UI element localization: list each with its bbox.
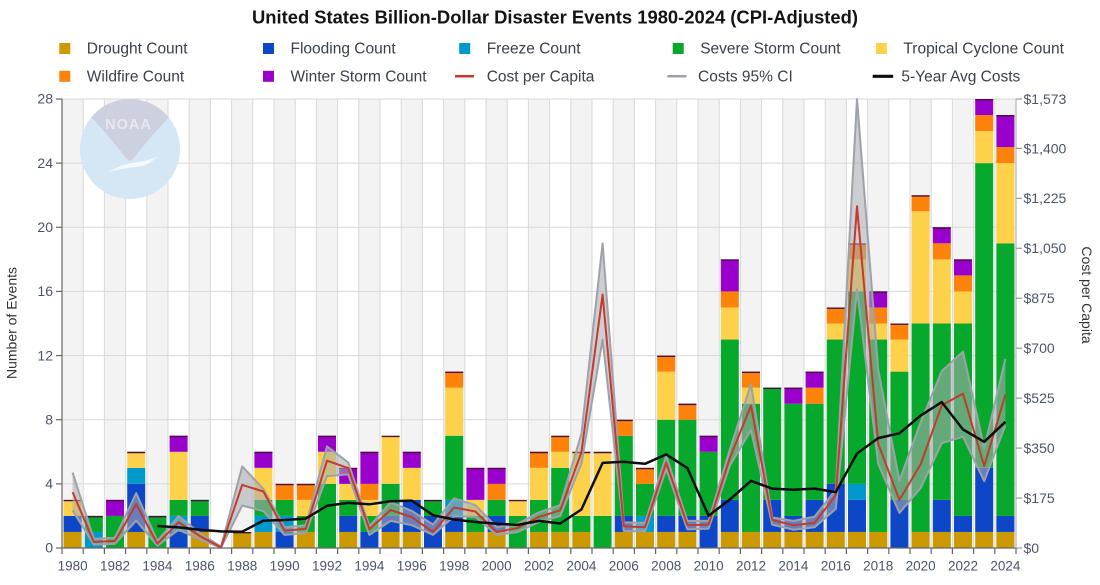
svg-text:Cost per Capita: Cost per Capita: [1079, 246, 1095, 343]
svg-text:2008: 2008: [651, 559, 681, 574]
svg-text:Flooding Count: Flooding Count: [291, 41, 397, 58]
svg-text:1988: 1988: [227, 559, 257, 574]
svg-text:2020: 2020: [906, 559, 936, 574]
svg-text:2002: 2002: [524, 559, 554, 574]
svg-text:2012: 2012: [736, 559, 766, 574]
svg-text:$525: $525: [1024, 390, 1055, 406]
svg-text:2004: 2004: [566, 559, 597, 574]
svg-text:1986: 1986: [185, 559, 215, 574]
svg-text:$1,573: $1,573: [1024, 91, 1067, 107]
svg-text:2014: 2014: [778, 559, 809, 574]
svg-text:1980: 1980: [58, 559, 88, 574]
svg-text:1994: 1994: [354, 559, 385, 574]
svg-text:5-Year Avg Costs: 5-Year Avg Costs: [901, 68, 1020, 85]
svg-text:20: 20: [37, 219, 53, 235]
svg-text:4: 4: [45, 476, 53, 492]
svg-text:Winter Storm Count: Winter Storm Count: [291, 68, 428, 85]
svg-text:$1,225: $1,225: [1024, 190, 1067, 206]
svg-text:Freeze Count: Freeze Count: [487, 41, 582, 58]
svg-text:Severe Storm Count: Severe Storm Count: [700, 41, 841, 58]
svg-text:Number of Events: Number of Events: [4, 267, 20, 379]
svg-text:1998: 1998: [439, 559, 469, 574]
svg-text:Drought Count: Drought Count: [87, 41, 189, 58]
svg-text:$875: $875: [1024, 290, 1055, 306]
svg-text:$0: $0: [1024, 540, 1040, 556]
svg-text:$700: $700: [1024, 340, 1055, 356]
svg-text:Cost per Capita: Cost per Capita: [487, 68, 595, 85]
svg-text:United States Billion-Dollar D: United States Billion-Dollar Disaster Ev…: [252, 7, 858, 28]
svg-text:2022: 2022: [948, 559, 978, 574]
svg-text:16: 16: [37, 283, 53, 299]
svg-text:8: 8: [45, 411, 53, 427]
svg-text:12: 12: [37, 347, 53, 363]
svg-text:0: 0: [45, 540, 53, 556]
svg-text:1992: 1992: [312, 559, 342, 574]
svg-text:1982: 1982: [100, 559, 130, 574]
svg-text:$175: $175: [1024, 490, 1055, 506]
svg-text:NOAA: NOAA: [105, 117, 152, 133]
svg-text:Wildfire Count: Wildfire Count: [87, 68, 185, 85]
svg-text:28: 28: [37, 91, 53, 107]
svg-text:2024: 2024: [990, 559, 1021, 574]
svg-text:2018: 2018: [863, 559, 893, 574]
svg-text:2000: 2000: [482, 559, 512, 574]
svg-text:2006: 2006: [609, 559, 639, 574]
svg-text:$350: $350: [1024, 440, 1055, 456]
svg-text:2010: 2010: [694, 559, 724, 574]
svg-text:2016: 2016: [821, 559, 851, 574]
svg-text:Costs 95% CI: Costs 95% CI: [698, 68, 793, 85]
svg-text:24: 24: [37, 155, 53, 171]
svg-text:$1,050: $1,050: [1024, 240, 1067, 256]
svg-text:Tropical Cyclone Count: Tropical Cyclone Count: [903, 41, 1064, 58]
svg-text:1984: 1984: [142, 559, 173, 574]
svg-text:1996: 1996: [397, 559, 427, 574]
svg-text:$1,400: $1,400: [1024, 140, 1067, 156]
svg-text:1990: 1990: [270, 559, 300, 574]
